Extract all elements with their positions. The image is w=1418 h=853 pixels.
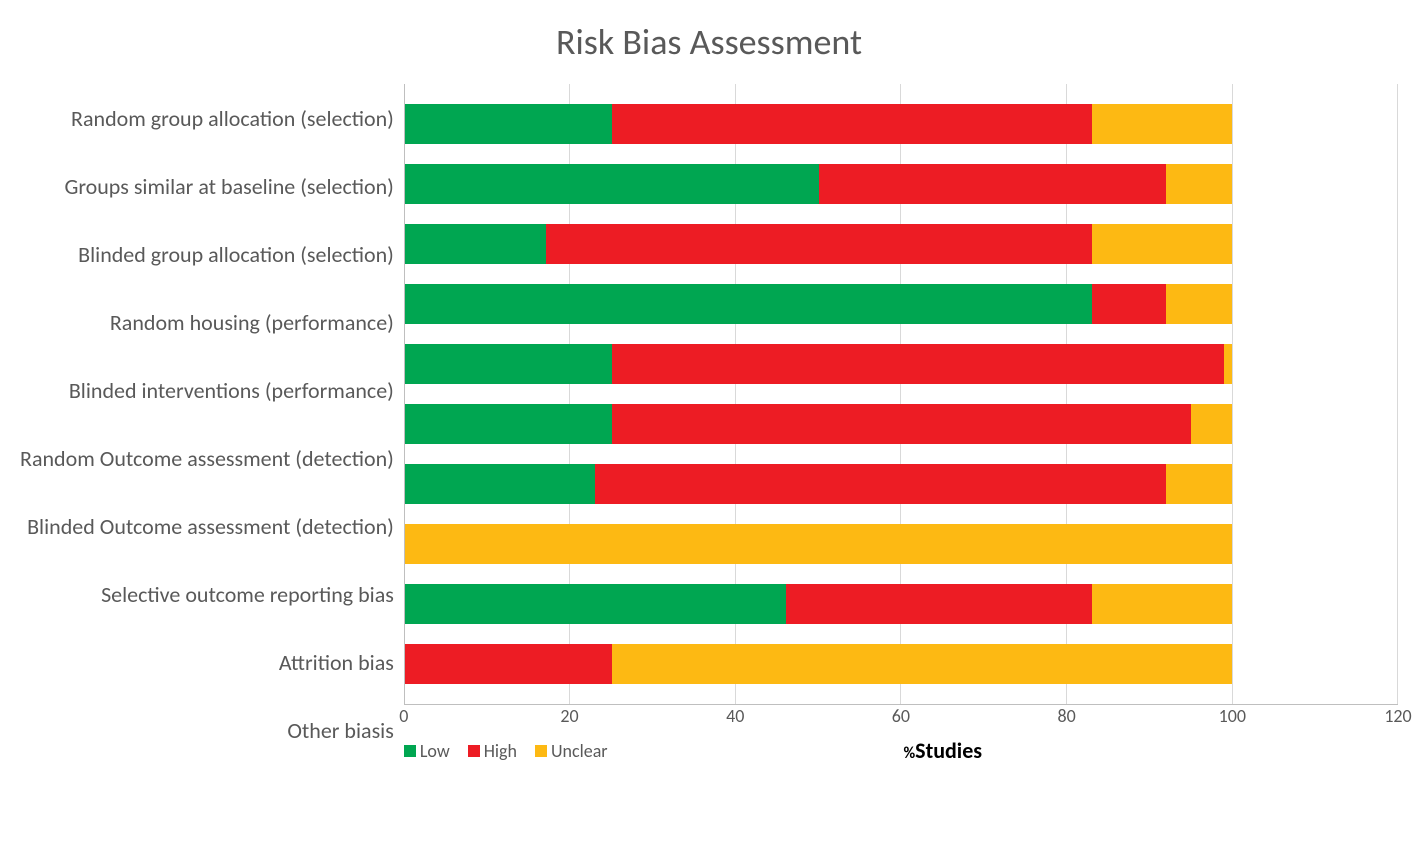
bar-row bbox=[405, 164, 1398, 204]
bar-segment-low bbox=[405, 224, 546, 264]
bar-segment-unclear bbox=[1166, 464, 1232, 504]
bar-segment-low bbox=[405, 104, 612, 144]
bar-row bbox=[405, 644, 1398, 684]
bar-segment-low bbox=[405, 344, 612, 384]
bar-segment-high bbox=[819, 164, 1167, 204]
bar-segment-unclear bbox=[1092, 584, 1233, 624]
bar-segment-low bbox=[405, 164, 819, 204]
x-tick: 40 bbox=[726, 705, 744, 727]
x-tick: 100 bbox=[1219, 705, 1246, 727]
x-tick: 20 bbox=[560, 705, 578, 727]
legend-item-low: Low bbox=[404, 740, 450, 762]
legend-label: Low bbox=[420, 740, 450, 762]
y-axis-label: Blinded Outcome assessment (detection) bbox=[20, 496, 394, 556]
x-axis-title-text: Studies bbox=[915, 737, 982, 764]
x-axis-ticks: 020406080100120 bbox=[404, 705, 1398, 733]
bar-row bbox=[405, 464, 1398, 504]
legend-swatch bbox=[468, 745, 480, 757]
bar-segment-unclear bbox=[612, 644, 1233, 684]
bar-segment-high bbox=[612, 404, 1191, 444]
bar-row bbox=[405, 584, 1398, 624]
x-tick: 120 bbox=[1384, 705, 1411, 727]
bar-segment-unclear bbox=[1224, 344, 1232, 384]
bar-segment-high bbox=[405, 644, 612, 684]
y-axis-labels: Random group allocation (selection) Group… bbox=[20, 84, 404, 764]
bottom-row: Low High Unclear %Studies bbox=[404, 737, 1398, 764]
bar-segment-high bbox=[612, 344, 1224, 384]
y-axis-label: Attrition bias bbox=[20, 632, 394, 692]
y-axis-label: Blinded group allocation (selection) bbox=[20, 224, 394, 284]
bar-segment-high bbox=[786, 584, 1092, 624]
bar-segment-high bbox=[1092, 284, 1166, 324]
legend-item-high: High bbox=[468, 740, 517, 762]
bar-segment-unclear bbox=[1166, 164, 1232, 204]
x-tick: 0 bbox=[399, 705, 408, 727]
x-axis-title-prefix: % bbox=[904, 744, 916, 763]
bar-row bbox=[405, 104, 1398, 144]
bars-container bbox=[405, 84, 1398, 704]
plot-area bbox=[404, 84, 1398, 705]
bar-row bbox=[405, 404, 1398, 444]
legend-label: High bbox=[484, 740, 517, 762]
bar-segment-high bbox=[612, 104, 1092, 144]
bar-segment-low bbox=[405, 284, 1092, 324]
y-axis-label: Blinded interventions (performance) bbox=[20, 360, 394, 420]
legend: Low High Unclear bbox=[404, 740, 608, 762]
y-axis-label: Random Outcome assessment (detection) bbox=[20, 428, 394, 488]
bar-row bbox=[405, 524, 1398, 564]
bar-segment-high bbox=[546, 224, 1092, 264]
bar-row bbox=[405, 284, 1398, 324]
y-axis-label: Groups similar at baseline (selection) bbox=[20, 156, 394, 216]
y-axis-label: Other biasis bbox=[20, 700, 394, 760]
bar-segment-low bbox=[405, 404, 612, 444]
bar-segment-low bbox=[405, 464, 595, 504]
x-tick: 80 bbox=[1057, 705, 1075, 727]
legend-label: Unclear bbox=[551, 740, 608, 762]
bar-segment-high bbox=[595, 464, 1166, 504]
y-axis-label: Selective outcome reporting bias bbox=[20, 564, 394, 624]
legend-item-unclear: Unclear bbox=[535, 740, 608, 762]
bar-segment-unclear bbox=[1166, 284, 1232, 324]
bar-segment-unclear bbox=[1092, 224, 1233, 264]
bar-row bbox=[405, 344, 1398, 384]
bar-segment-unclear bbox=[405, 524, 1233, 564]
bar-segment-unclear bbox=[1092, 104, 1233, 144]
x-axis-title: %Studies bbox=[608, 737, 1278, 764]
y-axis-label: Random housing (performance) bbox=[20, 292, 394, 352]
x-tick: 60 bbox=[892, 705, 910, 727]
chart-title: Risk Bias Assessment bbox=[20, 20, 1398, 64]
legend-swatch bbox=[404, 745, 416, 757]
bar-row bbox=[405, 224, 1398, 264]
risk-bias-chart: Risk Bias Assessment Random group alloca… bbox=[20, 20, 1398, 764]
bar-segment-low bbox=[405, 584, 786, 624]
bar-segment-unclear bbox=[1191, 404, 1232, 444]
y-axis-label: Random group allocation (selection) bbox=[20, 88, 394, 148]
chart-body: Random group allocation (selection) Group… bbox=[20, 84, 1398, 764]
legend-swatch bbox=[535, 745, 547, 757]
